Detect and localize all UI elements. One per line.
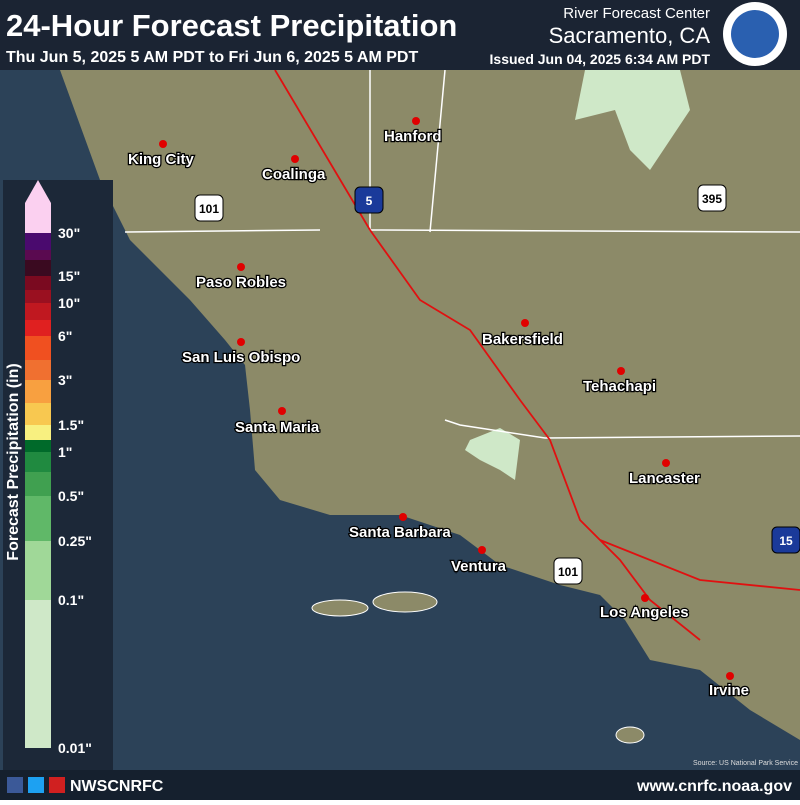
- legend-band: [25, 233, 51, 250]
- city-dot: [726, 672, 734, 680]
- legend-band: [25, 472, 51, 496]
- footer-bar: [0, 770, 800, 800]
- highway-shield: [697, 184, 727, 212]
- legend-band: [25, 290, 51, 303]
- highway-number: 5: [366, 194, 373, 208]
- city-dot: [641, 594, 649, 602]
- city-label: Santa Maria: [235, 419, 320, 436]
- highway-number: 15: [779, 534, 793, 548]
- island: [372, 591, 438, 613]
- issued: Issued Jun 04, 2025 6:34 AM PDT: [490, 51, 711, 67]
- city-label: Los Angeles: [600, 604, 689, 621]
- highway-number: 101: [558, 565, 578, 579]
- highway-number: 101: [199, 202, 219, 216]
- legend-band: [25, 320, 51, 336]
- legend-title: Forecast Precipitation (in): [5, 363, 22, 560]
- legend-panel: [3, 180, 113, 770]
- legend-band: [25, 360, 51, 380]
- highway-number: 395: [702, 192, 722, 206]
- facebook-icon[interactable]: [7, 777, 23, 793]
- city-dot: [478, 546, 486, 554]
- office-line2: Sacramento, CA: [549, 23, 711, 48]
- title: 24-Hour Forecast Precipitation: [6, 8, 457, 43]
- website[interactable]: www.cnrfc.noaa.gov: [636, 778, 792, 795]
- legend-label: 6": [58, 328, 72, 344]
- legend-band: [25, 440, 51, 452]
- twitter-icon[interactable]: [28, 777, 44, 793]
- header-bar: [0, 0, 800, 70]
- office-line1: River Forecast Center: [563, 5, 710, 22]
- highway-shield: [771, 526, 800, 554]
- city-dot: [237, 338, 245, 346]
- city-label: King City: [128, 151, 194, 168]
- city-dot: [291, 155, 299, 163]
- legend-label: 0.5": [58, 488, 84, 504]
- ocean: [0, 70, 800, 770]
- city-label: San Luis Obispo: [182, 349, 300, 366]
- source: Source: US National Park Service: [693, 760, 798, 767]
- city-label: Irvine: [709, 682, 749, 699]
- island: [311, 599, 369, 617]
- city-label: Hanford: [384, 128, 442, 145]
- legend-label: 0.25": [58, 533, 92, 549]
- legend-label: 15": [58, 268, 80, 284]
- city-label: Bakersfield: [482, 331, 563, 348]
- city-label: Santa Barbara: [349, 524, 451, 541]
- legend-arrow: [25, 180, 51, 233]
- legend-label: 0.01": [58, 740, 92, 756]
- precip-area: [465, 428, 520, 480]
- highway-shield: [553, 557, 583, 585]
- legend-band: [25, 276, 51, 290]
- social-handle[interactable]: NWSCNRFC: [70, 778, 164, 795]
- legend-band: [25, 403, 51, 425]
- legend-band: [25, 425, 51, 440]
- city-dot: [412, 117, 420, 125]
- legend-band: [25, 600, 51, 748]
- legend-band: [25, 380, 51, 403]
- legend-band: [25, 260, 51, 276]
- legend-label: 3": [58, 372, 72, 388]
- subtitle: Thu Jun 5, 2025 5 AM PDT to Fri Jun 6, 2…: [6, 49, 418, 66]
- city-dot: [662, 459, 670, 467]
- city-label: Ventura: [451, 558, 507, 575]
- city-label: Coalinga: [262, 166, 326, 183]
- legend-band: [25, 303, 51, 320]
- city-label: Tehachapi: [583, 378, 656, 395]
- city-dot: [159, 140, 167, 148]
- nws-logo-inner: [731, 10, 779, 58]
- highway-shield: [194, 194, 224, 222]
- highway-shield: [354, 186, 384, 214]
- legend-band: [25, 452, 51, 472]
- legend-label: 0.1": [58, 592, 84, 608]
- legend-label: 30": [58, 225, 80, 241]
- legend-band: [25, 336, 51, 360]
- legend-band: [25, 250, 51, 260]
- city-dot: [399, 513, 407, 521]
- precip-area: [575, 70, 690, 170]
- city-dot: [521, 319, 529, 327]
- highways-lines: [274, 69, 800, 641]
- youtube-icon[interactable]: [49, 777, 65, 793]
- legend-label: 1": [58, 444, 72, 460]
- legend-band: [25, 541, 51, 600]
- legend-label: 10": [58, 295, 80, 311]
- island: [615, 726, 645, 744]
- city-label: Lancaster: [629, 470, 700, 487]
- legend-band: [25, 496, 51, 541]
- city-label: Paso Robles: [196, 274, 286, 291]
- city-dot: [278, 407, 286, 415]
- city-dot: [237, 263, 245, 271]
- city-dot: [617, 367, 625, 375]
- legend-label: 1.5": [58, 417, 84, 433]
